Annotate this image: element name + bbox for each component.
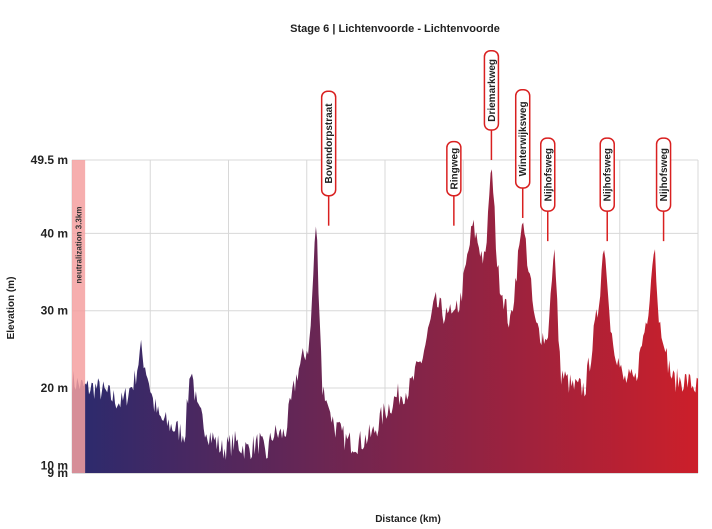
climb-markers: Bovendorpstraat Ringweg Driemarkweg Winterw… — [320, 49, 672, 242]
climb-label-box — [599, 137, 615, 212]
climb-label: Driemarkweg — [487, 59, 498, 122]
climb-label-box — [320, 90, 337, 197]
climb-label: Nijhofsweg — [543, 148, 554, 201]
chart-title: Stage 6 | Lichtenvoorde - Lichtenvoorde — [290, 23, 500, 35]
climb-label: Ringweg — [449, 148, 460, 190]
climb-label-box — [655, 137, 672, 212]
y-tick-label: 49.5 m — [31, 153, 68, 167]
y-tick-label: 30 m — [41, 304, 68, 318]
climb-marker: Nijhofsweg — [655, 137, 672, 242]
y-tick-label: 20 m — [41, 381, 68, 395]
y-axis-ticks: 49.5 m 40 m 30 m 20 m 10 m9 m — [31, 153, 68, 480]
climb-marker: Ringweg — [446, 140, 462, 226]
neutralization-label: neutralization 3.3km — [75, 207, 84, 284]
climb-label: Bovendorpstraat — [324, 103, 335, 184]
climb-marker: Nijhofsweg — [599, 137, 615, 242]
climb-label-box — [514, 89, 531, 189]
x-axis-label: Distance (km) — [375, 514, 441, 525]
climb-label-box — [446, 140, 462, 197]
climb-label-box — [540, 137, 556, 212]
y-axis-label: Elevation (m) — [6, 277, 17, 340]
neutralization-zone: neutralization 3.3km — [72, 160, 86, 473]
y-tick-label: 10 m — [41, 458, 68, 472]
climb-marker: Bovendorpstraat — [320, 90, 337, 226]
climb-label-box — [483, 49, 500, 131]
climb-label: Nijhofsweg — [659, 148, 670, 201]
climb-marker: Driemarkweg — [483, 49, 500, 160]
climb-label: Nijhofsweg — [603, 148, 614, 201]
climb-label: Winterwijksweg — [518, 101, 529, 176]
neutralization-band — [72, 160, 86, 473]
climb-marker: Winterwijksweg — [514, 89, 531, 218]
y-tick-label: 9 m — [47, 466, 68, 480]
elevation-area — [72, 169, 698, 474]
y-tick-label: 40 m — [41, 226, 68, 240]
climb-marker: Nijhofsweg — [540, 137, 556, 242]
